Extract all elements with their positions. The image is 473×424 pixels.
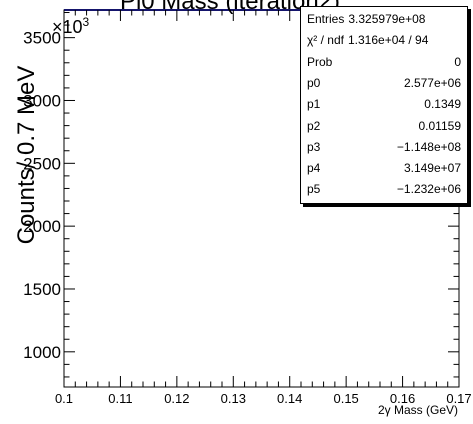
x-tick-label: 0.16 bbox=[390, 391, 415, 406]
stats-label: p1 bbox=[307, 97, 321, 112]
stats-label: p2 bbox=[307, 118, 321, 133]
stats-value: 1.316e+04 / 94 bbox=[347, 33, 429, 48]
x-tick-label: 0.1 bbox=[55, 391, 73, 406]
chart-title: Pi0 Mass (iteration2) bbox=[119, 0, 341, 15]
stats-label: Entries bbox=[307, 12, 345, 26]
x-tick-label: 0.15 bbox=[333, 391, 358, 406]
stats-row: p2 0.01159 bbox=[307, 116, 461, 136]
x-tick-label: 0.13 bbox=[221, 391, 246, 406]
stats-row: p4 3.149e+07 bbox=[307, 158, 461, 178]
stats-label: p4 bbox=[307, 161, 321, 176]
stats-row: p0 2.577e+06 bbox=[307, 73, 461, 93]
y-tick-label: 3500 bbox=[23, 29, 61, 48]
y-tick-label: 2500 bbox=[23, 154, 61, 173]
y-tick-label: 1000 bbox=[23, 343, 61, 362]
stats-row: Prob 0 bbox=[307, 52, 461, 72]
x-axis-label: 2γ Mass (GeV) bbox=[377, 403, 458, 417]
stats-value: 0.01159 bbox=[418, 118, 462, 133]
x-tick-label: 0.17 bbox=[446, 391, 471, 406]
stats-label: p0 bbox=[307, 75, 321, 90]
x-tick-label: 0.11 bbox=[108, 391, 132, 406]
stats-row: Entries 3.325979e+08 bbox=[307, 9, 461, 29]
y-axis-label: Counts/ 0.7 MeV bbox=[13, 65, 40, 245]
y-tick-label: 3000 bbox=[23, 91, 61, 110]
stats-row: p3 −1.148e+08 bbox=[307, 137, 461, 157]
axes: 0.1 0.11 0.12 0.13 0.14 0.15 0.16 0.17 1000 1500 2… bbox=[23, 9, 472, 406]
stats-value: −1.232e+06 bbox=[396, 182, 461, 197]
x-tick-label: 0.12 bbox=[164, 391, 189, 406]
stats-value: 2.577e+06 bbox=[403, 75, 461, 90]
stats-label: χ² / ndf bbox=[307, 33, 344, 48]
stats-row: p5 −1.232e+06 bbox=[307, 179, 461, 199]
y-tick-label: 2000 bbox=[23, 217, 61, 236]
stats-value: 3.149e+07 bbox=[403, 161, 461, 176]
stats-row: p1 0.1349 bbox=[307, 94, 461, 114]
statistics-box: Entries 3.325979e+08 χ² / ndf 1.316e+04 / 9… bbox=[300, 6, 468, 204]
stats-label: p3 bbox=[307, 139, 321, 154]
stats-value: 0.1349 bbox=[424, 97, 461, 112]
x-tick-label: 0.14 bbox=[277, 391, 302, 406]
stats-value: 3.325979e+08 bbox=[348, 12, 426, 26]
stats-row: χ² / ndf 1.316e+04 / 94 bbox=[307, 30, 461, 50]
y-axis-multiplier: ×103 bbox=[52, 15, 90, 37]
stats-label: p5 bbox=[307, 182, 321, 197]
stats-value: −1.148e+08 bbox=[396, 139, 461, 154]
stats-value: 0 bbox=[454, 54, 461, 69]
stats-label: Prob bbox=[307, 54, 333, 69]
y-tick-label: 1500 bbox=[23, 280, 61, 299]
